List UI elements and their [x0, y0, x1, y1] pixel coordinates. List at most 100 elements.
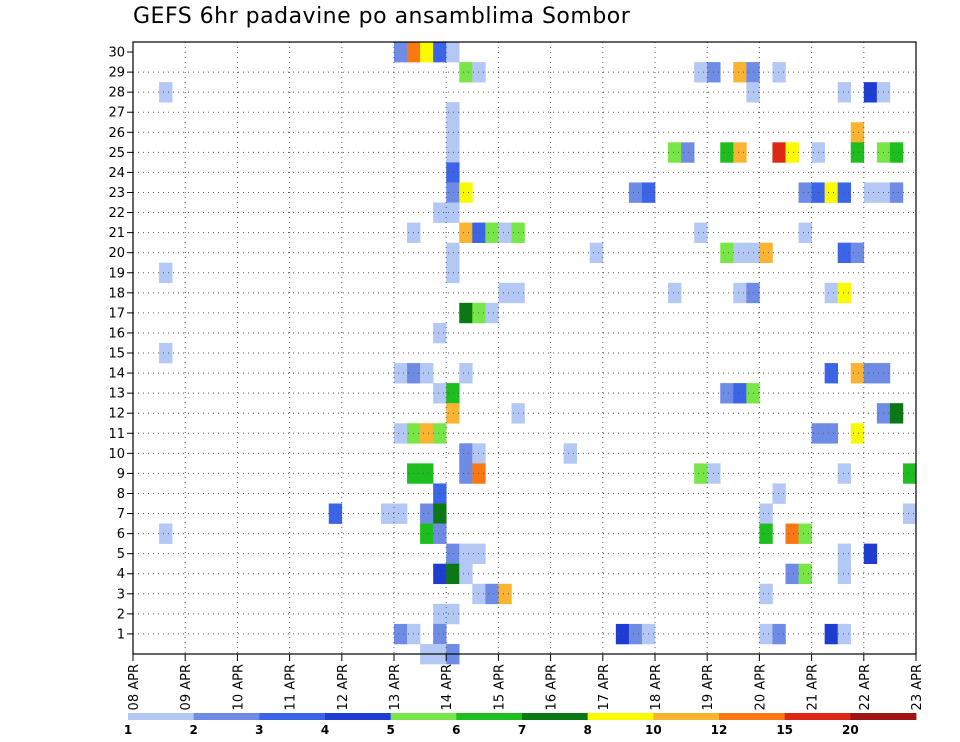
- y-tick-label: 23: [108, 186, 125, 201]
- y-tick-label: 10: [108, 447, 125, 462]
- heatmap-cell: [759, 242, 773, 264]
- heatmap-cell: [446, 403, 460, 424]
- color-legend: 1 2 3 4 5 6 7 8 10 12 15 20: [124, 713, 917, 737]
- heatmap-cell: [446, 162, 460, 183]
- legend-label: 1: [124, 723, 132, 737]
- legend-swatch: [719, 713, 786, 720]
- heatmap-cell: [380, 503, 395, 524]
- heatmap-cell: [694, 62, 708, 83]
- y-tick-label: 14: [108, 367, 125, 382]
- heatmap-cell: [772, 142, 786, 163]
- y-tick-label: 16: [108, 326, 125, 341]
- heatmap-cell: [459, 222, 473, 243]
- y-tick-label: 8: [117, 487, 125, 502]
- legend-label: 12: [711, 723, 728, 737]
- legend-label: 5: [386, 723, 394, 737]
- heatmap-cell: [798, 563, 812, 585]
- legend-swatch: [390, 713, 457, 720]
- heatmap-cell: [850, 142, 865, 163]
- heatmap-cell: [433, 503, 447, 524]
- heatmap-cell: [837, 242, 852, 264]
- heatmap-cell: [863, 363, 878, 384]
- heatmap-cell: [824, 282, 838, 304]
- y-tick-label: 7: [117, 507, 125, 522]
- legend-label: 4: [321, 723, 329, 737]
- y-tick-label: 20: [108, 246, 125, 261]
- y-tick-label: 29: [108, 66, 125, 81]
- heatmap-cell: [863, 182, 878, 203]
- heatmap-cell: [785, 563, 799, 585]
- heatmap-cell: [498, 222, 512, 243]
- y-tick-label: 28: [108, 86, 125, 101]
- legend-label: 10: [645, 723, 662, 737]
- legend-label: 7: [518, 723, 526, 737]
- legend-label: 15: [776, 723, 793, 737]
- heatmap-cell: [433, 423, 447, 444]
- y-tick-label: 25: [108, 146, 125, 161]
- heatmap-cell: [772, 62, 786, 83]
- heatmap-cell: [446, 543, 460, 565]
- legend-swatch: [259, 713, 326, 720]
- heatmap-cell: [668, 142, 682, 163]
- heatmap-cell: [681, 142, 695, 163]
- heatmap-cell: [459, 182, 473, 203]
- heatmap-cell: [498, 583, 512, 605]
- heatmap-cell: [733, 383, 747, 404]
- heatmap-cell: [694, 463, 708, 484]
- heatmap-cell: [485, 583, 499, 605]
- y-tick-label: 30: [108, 46, 125, 61]
- heatmap-cell: [433, 603, 447, 625]
- y-tick-label: 17: [108, 306, 125, 321]
- heatmap-cell: [850, 423, 865, 444]
- legend-label: 8: [583, 723, 591, 737]
- x-tick-label: 10 APR: [231, 664, 246, 710]
- heatmap-cell: [837, 82, 852, 103]
- y-tick-label: 12: [108, 407, 125, 422]
- heatmap-cell: [394, 423, 408, 444]
- heatmap-cell: [420, 463, 434, 484]
- heatmap-cell: [420, 503, 434, 524]
- y-tick-label: 13: [108, 387, 125, 402]
- heatmap-cell: [850, 122, 865, 143]
- heatmap-cell: [733, 242, 747, 264]
- heatmap-cell: [459, 543, 473, 565]
- heatmap-cell: [433, 623, 447, 645]
- heatmap-cell: [759, 523, 773, 544]
- heatmap-cell: [850, 363, 865, 384]
- legend-label: 6: [452, 723, 460, 737]
- heatmap-cell: [785, 142, 799, 163]
- x-tick-label: 15 APR: [492, 664, 507, 710]
- heatmap-cell: [824, 363, 838, 384]
- x-tick-label: 23 APR: [910, 664, 925, 710]
- heatmap-cell: [772, 623, 786, 645]
- legend-swatch: [587, 713, 654, 720]
- heatmap-cell: [837, 623, 852, 645]
- heatmap-cell: [628, 623, 643, 645]
- heatmap-cell: [159, 523, 173, 544]
- y-tick-label: 24: [108, 166, 125, 181]
- heatmap-cell: [446, 563, 460, 585]
- heatmap-cell: [433, 202, 447, 223]
- heatmap-cell: [733, 62, 747, 83]
- y-tick-label: 27: [108, 106, 125, 121]
- heatmap-cell: [694, 222, 708, 243]
- heatmap-cell: [902, 463, 917, 484]
- heatmap-cell: [837, 543, 852, 565]
- heatmap-cell: [615, 623, 630, 645]
- heatmap-cell: [902, 503, 917, 524]
- x-tick-label: 14 APR: [440, 664, 455, 710]
- heatmap-cell: [433, 523, 447, 544]
- heatmap-cell: [720, 383, 734, 404]
- heatmap-cell: [420, 523, 434, 544]
- x-tick-label: 11 APR: [284, 664, 299, 710]
- y-tick-label: 1: [117, 627, 125, 642]
- y-tick-label: 11: [108, 427, 125, 442]
- heatmap-cell: [668, 282, 682, 304]
- legend-swatch: [193, 713, 260, 720]
- y-tick-label: 18: [108, 286, 125, 301]
- heatmap-cell: [824, 423, 838, 444]
- heatmap-cell: [498, 282, 512, 304]
- heatmap-cell: [420, 42, 434, 63]
- y-tick-label: 19: [108, 266, 125, 281]
- heatmap-cell: [759, 583, 773, 605]
